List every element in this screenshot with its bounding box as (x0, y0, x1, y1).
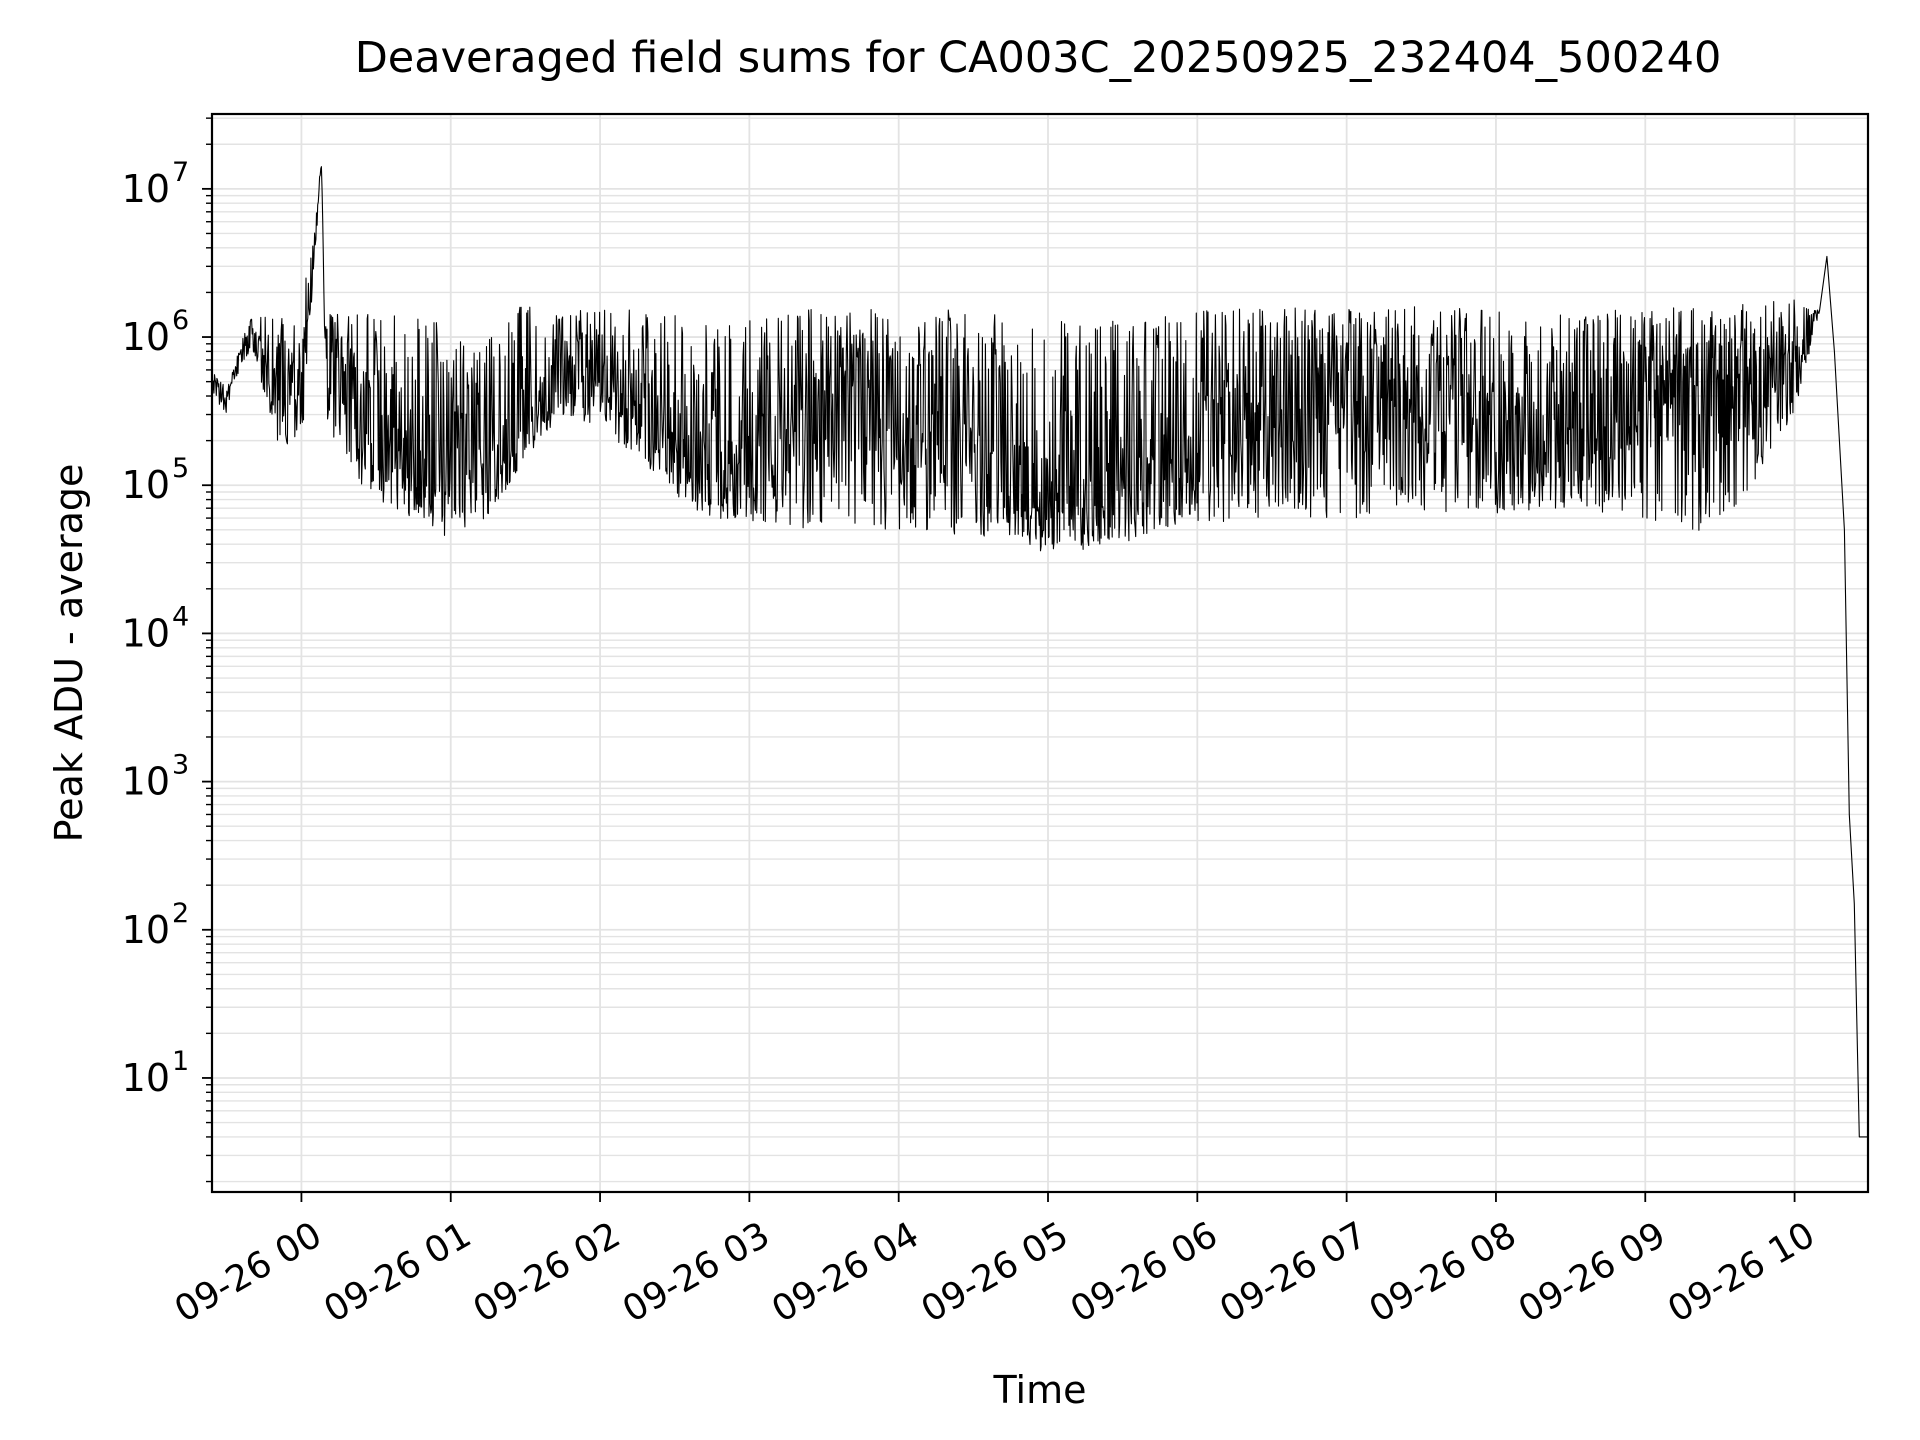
y-tick-exponent: 6 (172, 305, 189, 336)
y-tick-exponent: 1 (172, 1046, 189, 1077)
y-tick-label: 10 (122, 315, 170, 359)
series-line (211, 166, 1868, 1138)
y-tick-exponent: 7 (172, 157, 189, 188)
y-tick-label: 10 (122, 611, 170, 655)
y-tick-exponent: 2 (172, 898, 189, 929)
y-tick-label: 10 (122, 908, 170, 952)
grid-lines (212, 114, 1868, 1192)
series-layer (211, 166, 1868, 1138)
y-axis-label: Peak ADU - average (47, 464, 91, 843)
plot-frame (210, 112, 1870, 1194)
x-axis-label: Time (993, 1368, 1087, 1412)
chart-title: Deaveraged field sums for CA003C_2025092… (355, 33, 1722, 83)
y-tick-label: 10 (122, 167, 170, 211)
y-tick-exponent: 4 (172, 601, 189, 632)
y-tick-exponent: 3 (172, 750, 189, 781)
y-tick-label: 10 (122, 1056, 170, 1100)
y-tick-label: 10 (122, 760, 170, 804)
y-tick-label: 10 (122, 463, 170, 507)
y-tick-exponent: 5 (172, 453, 189, 484)
